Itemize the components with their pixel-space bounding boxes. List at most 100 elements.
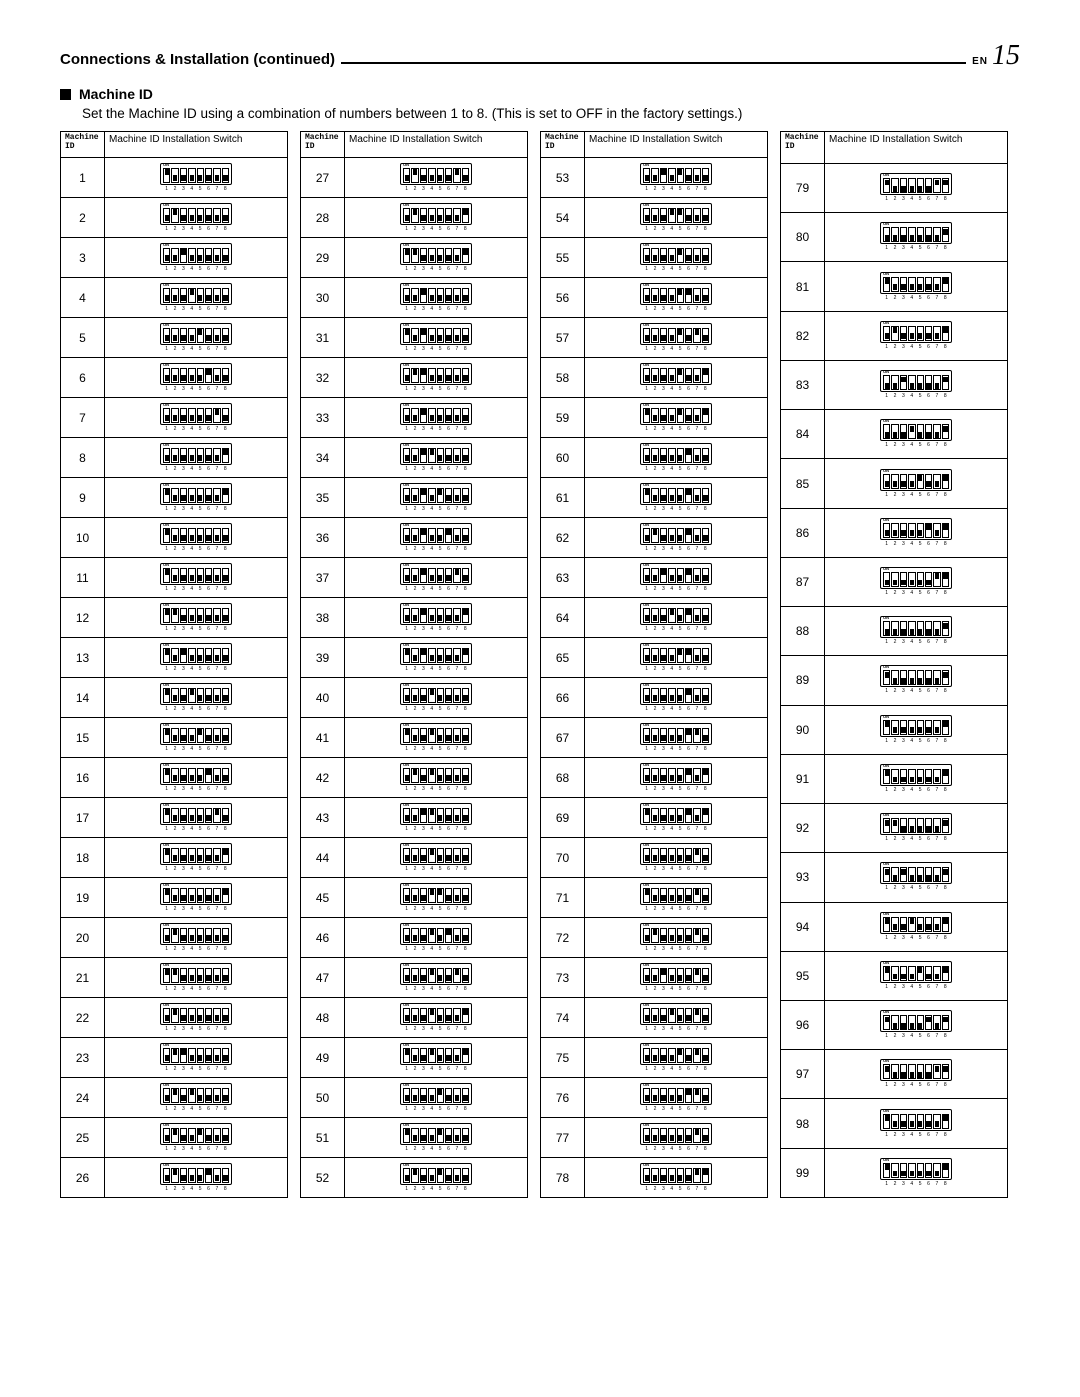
dip-switch-body: ON xyxy=(400,243,472,265)
dip-position-number: 2 xyxy=(891,738,898,744)
dip-switch-cell: ON 12345678 xyxy=(585,358,768,398)
dip-slot-6 xyxy=(925,1163,932,1178)
dip-position-numbers: 12345678 xyxy=(640,1026,712,1032)
dip-knob xyxy=(173,209,177,215)
dip-on-label: ON xyxy=(403,803,409,807)
dip-slot-7 xyxy=(213,1128,220,1143)
dip-position-number: 4 xyxy=(188,266,195,272)
dip-switch-cell: ON 12345678 xyxy=(105,878,288,918)
dip-switch-cell: ON 12345678 xyxy=(345,958,528,998)
dip-knob xyxy=(190,935,194,941)
dip-knob xyxy=(190,1055,194,1061)
dip-slot-7 xyxy=(453,848,460,863)
dip-position-number: 4 xyxy=(188,1066,195,1072)
dip-switch-cell: ON 12345678 xyxy=(825,902,1008,951)
dip-position-number: 7 xyxy=(693,946,700,952)
dip-position-number: 1 xyxy=(643,306,650,312)
dip-position-numbers: 12345678 xyxy=(880,442,952,448)
dip-slot-1 xyxy=(163,368,170,383)
dip-slot-8 xyxy=(702,408,709,423)
dip-slot-4 xyxy=(188,1128,195,1143)
dip-position-number: 5 xyxy=(677,786,684,792)
dip-knob xyxy=(446,175,450,181)
dip-slot-8 xyxy=(702,328,709,343)
dip-position-number: 4 xyxy=(188,226,195,232)
dip-position-number: 3 xyxy=(180,506,187,512)
dip-slot-7 xyxy=(213,808,220,823)
dip-knob xyxy=(653,975,657,981)
dip-knob xyxy=(653,615,657,621)
dip-position-number: 1 xyxy=(163,1146,170,1152)
dip-position-number: 3 xyxy=(900,885,907,891)
dip-knob xyxy=(223,1015,227,1021)
dip-slot-1 xyxy=(883,375,890,390)
dip-position-number: 8 xyxy=(942,935,949,941)
dip-position-numbers: 12345678 xyxy=(160,1026,232,1032)
dip-knob xyxy=(223,415,227,421)
dip-knob xyxy=(918,826,922,832)
dip-table-column: MachineID Machine ID Installation Switch… xyxy=(300,131,528,1198)
dip-position-number: 8 xyxy=(462,386,469,392)
dip-knob xyxy=(943,278,947,284)
dip-slot-4 xyxy=(188,848,195,863)
dip-position-number: 7 xyxy=(453,1186,460,1192)
dip-knob xyxy=(190,855,194,861)
dip-position-number: 8 xyxy=(222,866,229,872)
dip-position-number: 1 xyxy=(163,906,170,912)
dip-position-number: 1 xyxy=(163,426,170,432)
dip-knob xyxy=(215,535,219,541)
dip-slot-5 xyxy=(917,867,924,882)
dip-slot-8 xyxy=(462,968,469,983)
dip-knob xyxy=(463,415,467,421)
dip-position-number: 8 xyxy=(222,1146,229,1152)
dip-position-number: 6 xyxy=(685,1026,692,1032)
dip-knob xyxy=(165,295,169,301)
dip-slot-3 xyxy=(900,867,907,882)
dip-knob xyxy=(165,1175,169,1181)
dip-position-number: 7 xyxy=(933,245,940,251)
dip-slot-6 xyxy=(445,1008,452,1023)
dip-on-label: ON xyxy=(883,321,889,325)
dip-slot-1 xyxy=(883,572,890,587)
dip-slot-3 xyxy=(420,888,427,903)
dip-slot-6 xyxy=(685,928,692,943)
dip-position-number: 3 xyxy=(180,186,187,192)
dip-position-number: 2 xyxy=(171,946,178,952)
dip-knob xyxy=(943,918,947,924)
dip-slot-1 xyxy=(883,326,890,341)
dip-position-number: 6 xyxy=(925,245,932,251)
dip-position-number: 2 xyxy=(891,295,898,301)
dip-slot-6 xyxy=(205,568,212,583)
dip-slot-2 xyxy=(651,1008,658,1023)
dip-position-number: 6 xyxy=(445,666,452,672)
dip-switch-cell: ON 12345678 xyxy=(585,318,768,358)
dip-position-number: 1 xyxy=(643,1146,650,1152)
dip-slot-3 xyxy=(660,1048,667,1063)
dip-knob xyxy=(645,215,649,221)
dip-switch-cell: ON 12345678 xyxy=(105,478,288,518)
dip-knob xyxy=(695,415,699,421)
dip-switch-diagram: ON 12345678 xyxy=(400,883,472,912)
dip-knob xyxy=(935,383,939,389)
dip-position-number: 6 xyxy=(685,826,692,832)
table-row: 96 ON 12345678 xyxy=(781,1000,1008,1049)
machine-id-cell: 40 xyxy=(301,678,345,718)
dip-knob xyxy=(413,1095,417,1101)
dip-slot-5 xyxy=(197,848,204,863)
dip-knob xyxy=(190,335,194,341)
dip-knob xyxy=(455,1135,459,1141)
dip-switch-body: ON xyxy=(160,323,232,345)
dip-slot-5 xyxy=(917,720,924,735)
dip-position-number: 3 xyxy=(420,586,427,592)
dip-position-number: 7 xyxy=(453,626,460,632)
dip-slot-1 xyxy=(403,808,410,823)
dip-position-number: 1 xyxy=(883,1033,890,1039)
dip-knob xyxy=(661,1055,665,1061)
dip-slot-1 xyxy=(163,968,170,983)
dip-position-numbers: 12345678 xyxy=(400,546,472,552)
dip-slot-3 xyxy=(900,917,907,932)
dip-slot-3 xyxy=(420,1048,427,1063)
dip-position-number: 4 xyxy=(908,639,915,645)
dip-slot-6 xyxy=(685,648,692,663)
dip-slot-7 xyxy=(453,488,460,503)
